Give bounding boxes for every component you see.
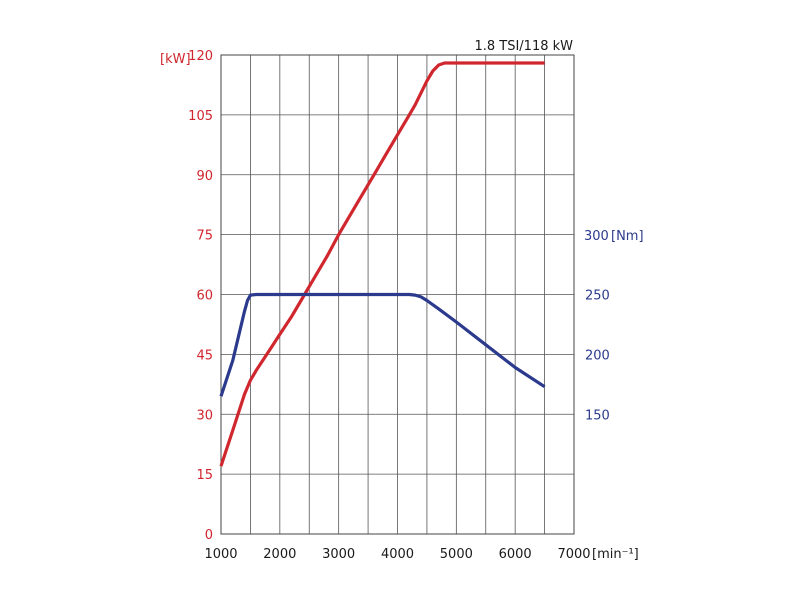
x-axis-unit-label: [min⁻¹] — [592, 547, 639, 562]
right-axis-ticks: 150 200 250 300 — [584, 229, 610, 423]
right-tick-label: 200 — [585, 348, 610, 363]
x-tick-label: 5000 — [440, 547, 473, 562]
left-tick-label: 120 — [188, 49, 213, 64]
right-tick-label: 300 — [584, 229, 609, 244]
left-axis-ticks: 0 15 30 45 60 75 90 105 120 — [188, 49, 213, 543]
left-tick-label: 15 — [196, 468, 213, 483]
left-tick-label: 45 — [196, 348, 213, 363]
left-tick-label: 0 — [205, 528, 213, 543]
x-tick-label: 4000 — [381, 547, 414, 562]
x-tick-label: 1000 — [204, 547, 237, 562]
plot-frame — [220, 54, 575, 535]
left-tick-label: 75 — [196, 229, 213, 244]
x-tick-label: 2000 — [263, 547, 296, 562]
left-tick-label: 105 — [188, 109, 213, 124]
left-axis-unit-label: [kW] — [160, 52, 191, 67]
right-axis-unit-label: [Nm] — [611, 229, 644, 244]
left-tick-label: 90 — [196, 169, 213, 184]
x-tick-label: 6000 — [499, 547, 532, 562]
series-layer — [219, 61, 546, 467]
power-curve — [219, 61, 545, 467]
left-tick-label: 30 — [196, 408, 213, 423]
right-tick-label: 150 — [585, 408, 610, 423]
right-tick-label: 250 — [585, 289, 610, 304]
chart-title: 1.8 TSI/118 kW — [474, 39, 573, 54]
x-axis-ticks: 1000 2000 3000 4000 5000 6000 7000 — [204, 547, 590, 562]
torque-curve — [219, 292, 546, 397]
left-tick-label: 60 — [196, 289, 213, 304]
x-tick-label: 7000 — [557, 547, 590, 562]
x-tick-label: 3000 — [322, 547, 355, 562]
plot-border — [220, 54, 575, 535]
